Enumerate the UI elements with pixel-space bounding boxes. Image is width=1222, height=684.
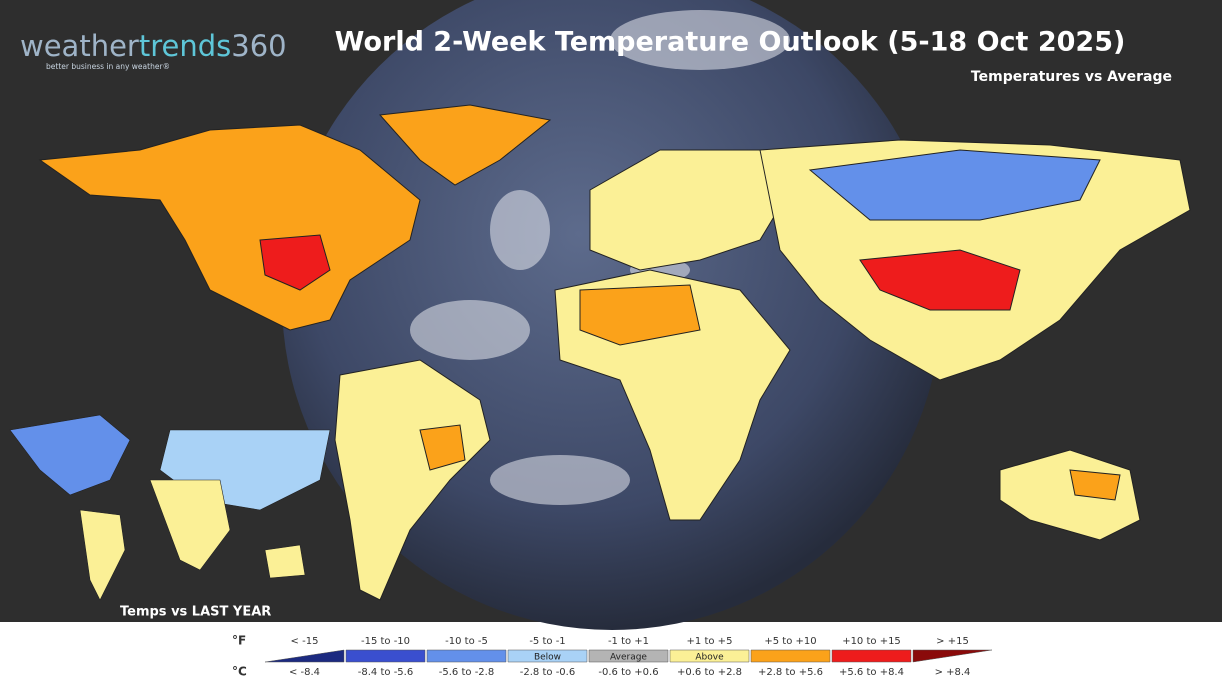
legend-swatch xyxy=(831,649,912,663)
australia xyxy=(999,449,1141,541)
legend-swatch xyxy=(750,649,831,663)
legend-f-label: > +15 xyxy=(936,636,969,647)
logo-part: weather xyxy=(20,29,139,63)
sa-hot xyxy=(419,424,466,471)
logo-tagline: better business in any weather® xyxy=(46,62,170,71)
legend-swatch xyxy=(345,649,426,663)
legend-swatch xyxy=(426,649,507,663)
us-midwest xyxy=(259,234,331,291)
legend-swatch-label: Above xyxy=(695,653,724,663)
inset-label: Temps vs LAST YEAR xyxy=(120,605,271,620)
legend-c-label: -0.6 to +0.6 xyxy=(598,667,658,678)
inset-australia xyxy=(264,544,306,579)
legend-f-label: -5 to -1 xyxy=(529,636,565,647)
logo: weathertrends360 xyxy=(20,29,287,63)
legend-f-label: -15 to -10 xyxy=(361,636,410,647)
f-unit: °F xyxy=(232,634,246,648)
legend-c-label: -8.4 to -5.6 xyxy=(358,667,413,678)
legend-c-label: -2.8 to -0.6 xyxy=(520,667,575,678)
inset-map xyxy=(9,414,331,601)
china-hot xyxy=(859,249,1021,311)
logo-part: 360 xyxy=(231,29,286,63)
legend-c-label: > +8.4 xyxy=(935,667,971,678)
legend-c-label: +0.6 to +2.8 xyxy=(677,667,742,678)
legend-f-label: < -15 xyxy=(291,636,319,647)
subtitle: Temperatures vs Average xyxy=(971,69,1172,85)
legend-swatch xyxy=(912,649,993,663)
legend-swatch xyxy=(588,649,669,663)
continents xyxy=(38,104,1191,601)
sahara xyxy=(579,284,701,346)
c-unit: °C xyxy=(232,665,247,679)
legend-f-label: +1 to +5 xyxy=(687,636,733,647)
legend-c-label: +5.6 to +8.4 xyxy=(839,667,904,678)
legend-f-label: +5 to +10 xyxy=(764,636,816,647)
title: World 2-Week Temperature Outlook (5-18 O… xyxy=(335,27,1126,58)
legend-f-label: -1 to +1 xyxy=(608,636,649,647)
legend-swatch-label: Below xyxy=(534,653,561,663)
greenland xyxy=(378,104,552,186)
siberia-cold xyxy=(808,149,1101,221)
inset-na xyxy=(9,414,131,496)
legend-swatch xyxy=(264,649,345,663)
legend-f-label: +10 to +15 xyxy=(842,636,901,647)
north-america xyxy=(38,124,421,331)
australia-hot xyxy=(1069,469,1121,501)
legend: < -15 < -8.4 -15 to -10 -8.4 to -5.6 -10 to … xyxy=(264,636,993,678)
south-america xyxy=(334,359,491,601)
legend-swatch xyxy=(507,649,588,663)
europe xyxy=(589,149,791,271)
legend-f-label: -10 to -5 xyxy=(445,636,488,647)
legend-swatch xyxy=(669,649,750,663)
inset-sa xyxy=(79,509,126,601)
legend-swatch-label: Average xyxy=(610,653,647,663)
legend-c-label: < -8.4 xyxy=(289,667,320,678)
logo-part: trends xyxy=(139,29,231,63)
legend-c-label: -5.6 to -2.8 xyxy=(439,667,494,678)
inset-africa xyxy=(149,479,231,571)
legend-c-label: +2.8 to +5.6 xyxy=(758,667,823,678)
